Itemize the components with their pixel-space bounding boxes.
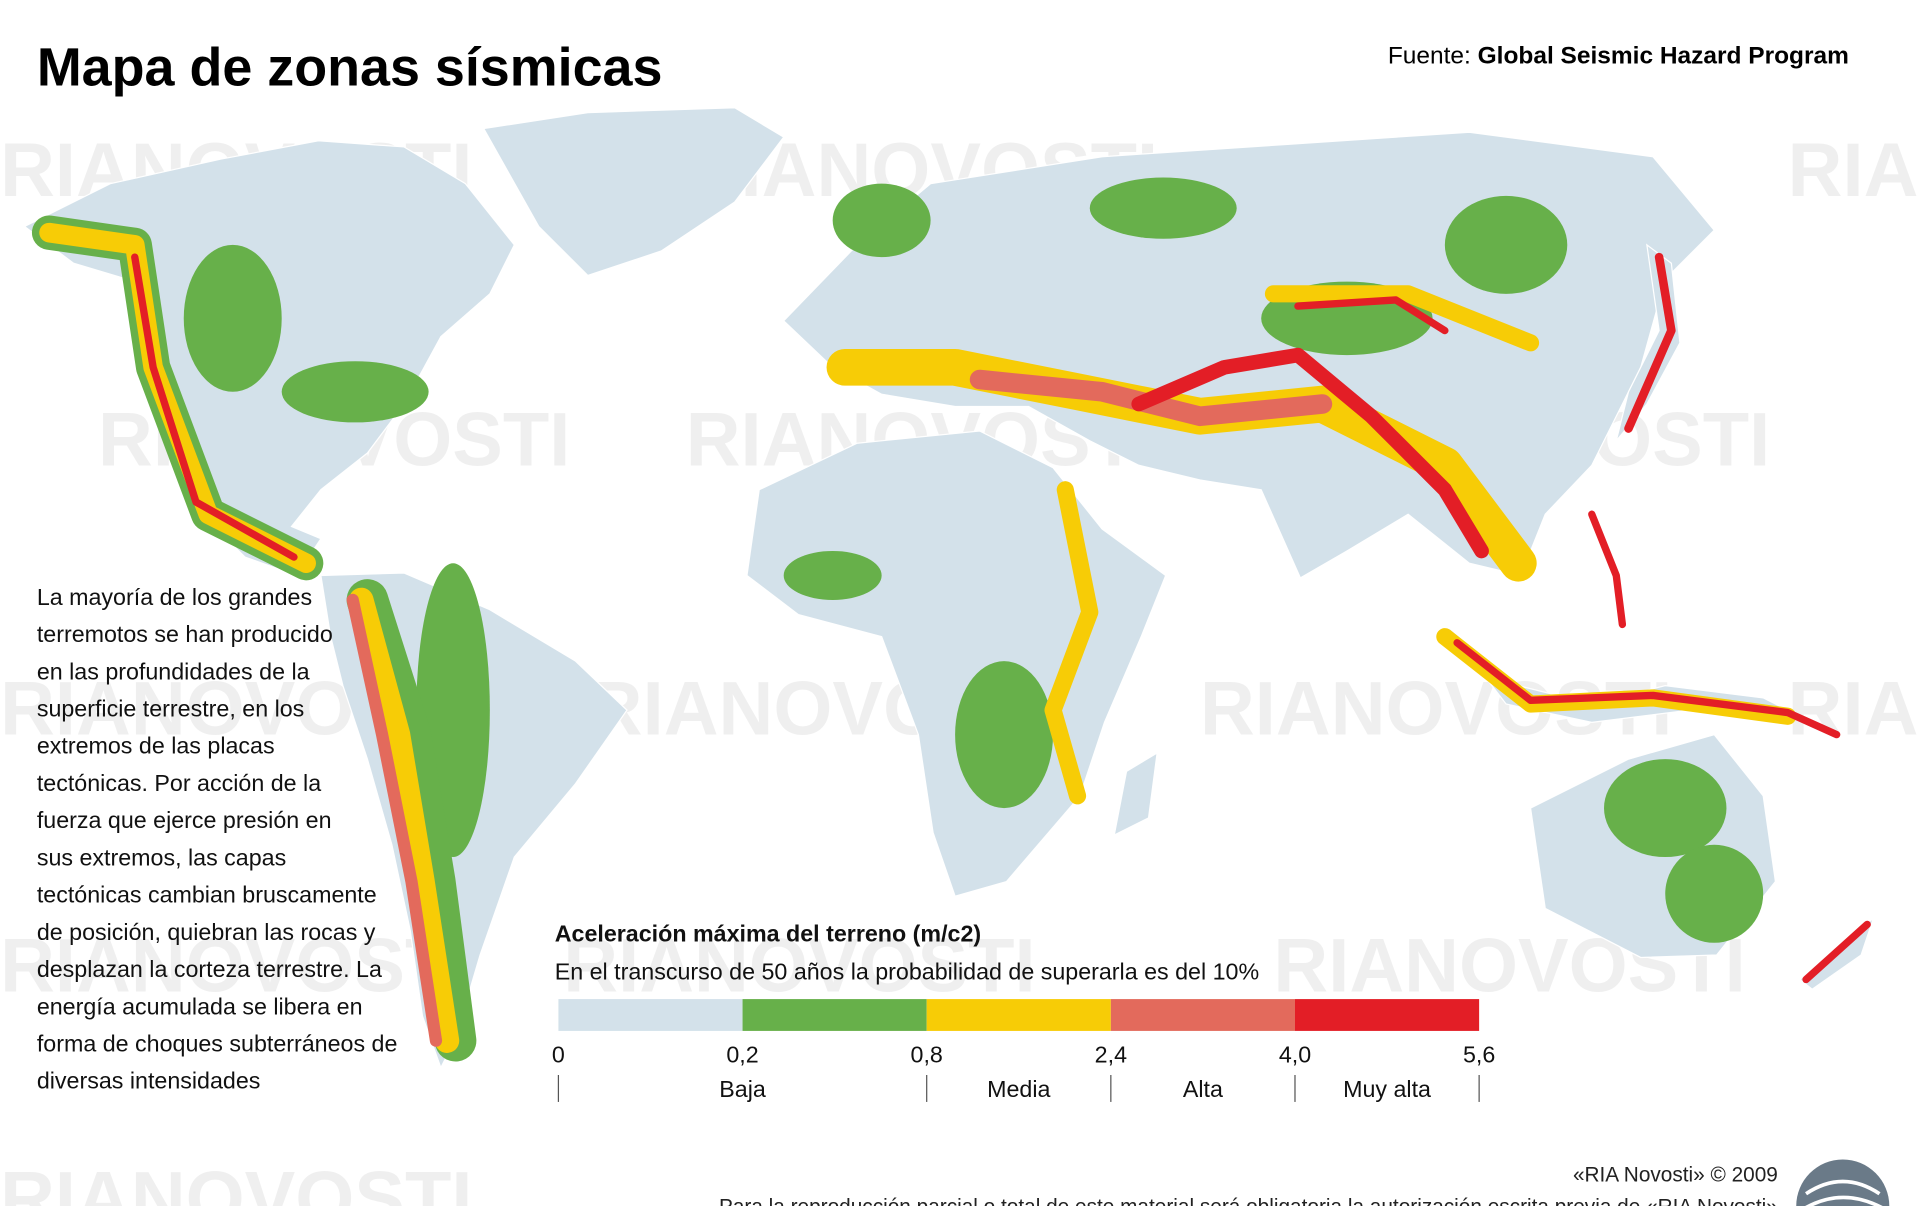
legend-stop-label: 0,8 (911, 1042, 943, 1068)
legend-stop-label: 2,4 (1095, 1042, 1127, 1068)
legend-swatch (1294, 999, 1480, 1031)
description-line: sus extremos, las capas (37, 844, 286, 870)
description-line: terremotos se han producido (37, 621, 333, 647)
description-line: La mayoría de los grandes (37, 584, 312, 610)
description-line: extremos de las placas (37, 733, 275, 759)
legend-stop-label: 0,2 (726, 1042, 758, 1068)
low-hazard-areas (183, 177, 1764, 943)
description-line: en las profundidades de la (37, 658, 310, 684)
world-map (23, 107, 1875, 1070)
legend: Aceleración máxima del terreno (m/c2) En… (552, 921, 1495, 1102)
legend-class-label: Media (987, 1076, 1050, 1102)
legend-class-label: Baja (719, 1076, 766, 1102)
hazard-bands (31, 215, 1871, 1062)
legend-title: Aceleración máxima del terreno (m/c2) (555, 921, 981, 947)
watermark: RIANOVOSTI (563, 924, 1035, 1009)
description-line: tectónicas cambian bruscamente (37, 882, 377, 908)
madagascar (1113, 751, 1158, 837)
legend-stop-label: 5,6 (1463, 1042, 1495, 1068)
legend-stop-label: 4,0 (1279, 1042, 1311, 1068)
watermark: RIANOVOSTI (0, 1156, 472, 1206)
legend-swatch (558, 999, 743, 1031)
description-line: fuerza que ejerce presión en (37, 807, 332, 833)
description-line: tectónicas. Por acción de la (37, 770, 321, 796)
watermark: RIANOVOSTI (1788, 667, 1920, 752)
watermark: RIANOVOSTI (0, 924, 472, 1009)
description-line: desplazan la corteza terrestre. La (37, 956, 382, 982)
title: Mapa de zonas sísmicas (37, 38, 663, 98)
credit: «RIA Novosti» © 2009 (1573, 1164, 1778, 1187)
legend-swatch (742, 999, 927, 1031)
legend-subtitle: En el transcurso de 50 años la probabili… (555, 958, 1259, 984)
description: La mayoría de los grandes terremotos se h… (37, 584, 398, 1094)
reproduction-note: Para la reproducción parcial o total de … (719, 1195, 1778, 1206)
greenland (482, 107, 785, 277)
legend-stop-label: 0 (552, 1042, 565, 1068)
legend-swatch (926, 999, 1111, 1031)
legend-class-label: Alta (1183, 1076, 1223, 1102)
description-line: energía acumulada se libera en (37, 993, 363, 1019)
logo (1796, 1159, 1890, 1206)
description-line: diversas intensidades (37, 1068, 261, 1094)
legend-class-label: Muy alta (1343, 1076, 1431, 1102)
description-line: de posición, quiebran las rocas y (37, 919, 376, 945)
source-prefix: Fuente: (1388, 43, 1478, 70)
description-line: superficie terrestre, en los (37, 695, 305, 721)
watermark: RIANOVOSTI (1788, 128, 1920, 213)
description-line: forma de choques subterráneos de (37, 1030, 398, 1056)
source: Global Seismic Hazard Program (1478, 43, 1849, 70)
legend-swatch (1110, 999, 1295, 1031)
source-line: Fuente: Global Seismic Hazard Program (1388, 43, 1849, 70)
